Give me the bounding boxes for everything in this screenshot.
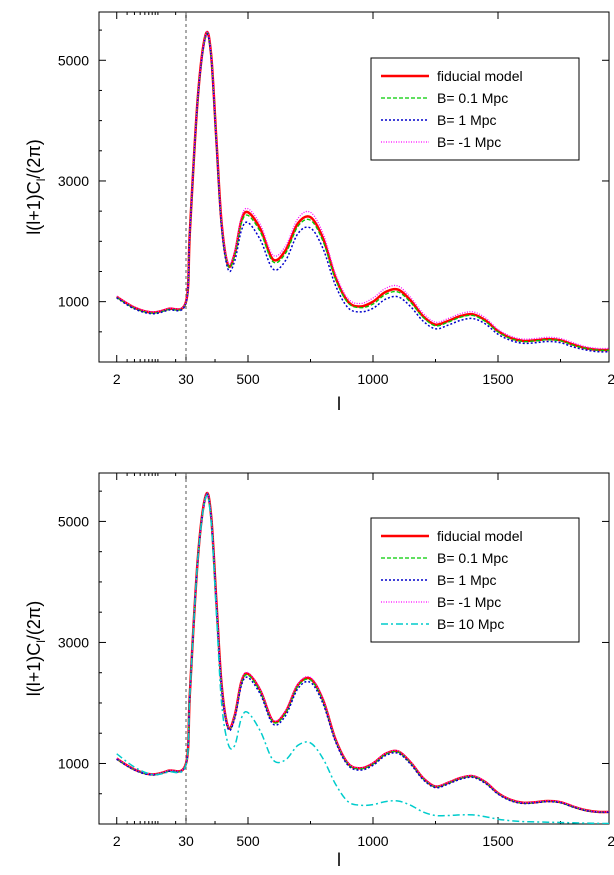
x-axis-label: l xyxy=(337,850,341,870)
legend-label: B= -1 Mpc xyxy=(437,134,501,150)
x-tick-label: 1000 xyxy=(357,833,388,849)
series-line-5 xyxy=(116,494,609,824)
y-axis-label: l(l+1)Cl/(2π) xyxy=(24,601,48,697)
y-tick-label: 5000 xyxy=(58,52,89,68)
y-tick-label: 5000 xyxy=(58,513,89,529)
chart-panel-1: 1000 3000 5000 2 30 500 1000 1500 2000 l l(l+1)Cl/… xyxy=(24,11,614,414)
legend: fiducial model B= 0.1 Mpc B= 1 Mpc B= -1 Mp… xyxy=(370,517,580,643)
x-tick-label: 30 xyxy=(178,371,194,387)
legend-label: fiducial model xyxy=(437,68,523,84)
x-tick-label: 1500 xyxy=(482,371,513,387)
legend-label: B= 0.1 Mpc xyxy=(437,550,508,566)
legend-label: B= 1 Mpc xyxy=(437,112,497,128)
legend: fiducial model B= 0.1 Mpc B= 1 Mpc B= -1 Mp… xyxy=(370,57,580,161)
x-tick-label: 30 xyxy=(178,833,194,849)
x-tick-label: 500 xyxy=(236,833,260,849)
series-line-3 xyxy=(116,33,609,353)
chart-panel-2: 1000 3000 5000 2 30 500 1000 1500 2000 l l(l+1)Cl/… xyxy=(24,472,614,870)
x-tick-label: 500 xyxy=(236,371,260,387)
x-tick-label: 2000 xyxy=(607,833,614,849)
series-line-4 xyxy=(116,492,609,813)
x-tick-label: 2 xyxy=(113,833,121,849)
legend-label: B= 10 Mpc xyxy=(437,616,504,632)
y-tick-label: 3000 xyxy=(58,634,89,650)
series-line-2 xyxy=(116,31,609,352)
series-line-4 xyxy=(116,30,609,350)
plot-frame xyxy=(98,472,610,825)
legend-label: B= 0.1 Mpc xyxy=(437,90,508,106)
legend-label: B= -1 Mpc xyxy=(437,594,501,610)
x-axis-label: l xyxy=(337,394,341,414)
x-tick-label: 1000 xyxy=(357,371,388,387)
legend-label: fiducial model xyxy=(437,528,523,544)
y-tick-label: 1000 xyxy=(58,294,89,310)
x-tick-label: 2000 xyxy=(607,371,614,387)
legend-label: B= 1 Mpc xyxy=(437,572,497,588)
y-axis-label: l(l+1)Cl/(2π) xyxy=(24,139,48,235)
plot-frame xyxy=(98,11,610,363)
y-tick-label: 1000 xyxy=(58,755,89,771)
x-tick-label: 1500 xyxy=(482,833,513,849)
series-line-3 xyxy=(116,493,609,814)
x-tick-label: 2 xyxy=(113,371,121,387)
y-tick-label: 3000 xyxy=(58,173,89,189)
